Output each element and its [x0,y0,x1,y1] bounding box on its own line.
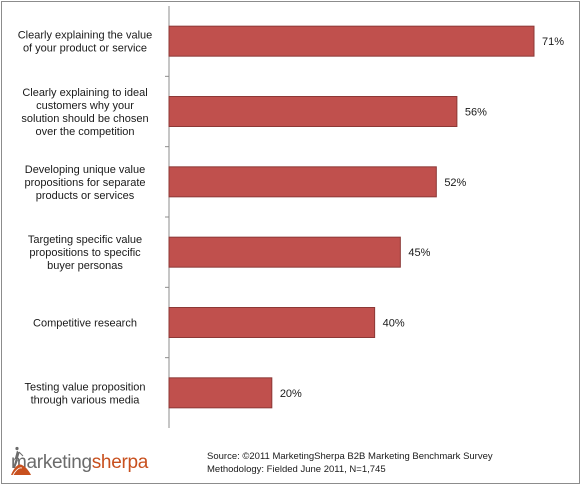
bar [168,236,401,268]
category-label-line: solution should be chosen [21,113,148,125]
data-label: 52% [444,177,466,189]
category-label: Testing value proposition through various… [24,381,145,406]
data-label: 40% [383,318,405,330]
bar [168,166,437,198]
category-label: Clearly explaining to ideal customers why… [21,87,148,138]
source-line: Source: ©2011 MarketingSherpa B2B Market… [207,451,493,462]
chart-footer: marketingsherpa Source: ©2011 MarketingS… [0,440,581,485]
category-label: Targeting specific value propositions to … [28,234,142,272]
logo-wordmark: marketingsherpa [11,452,148,474]
category-label-line: propositions to specific [29,247,141,259]
category-label-line: Testing value proposition [24,381,145,393]
logo-wordmark-part1: marketing [11,452,92,473]
data-label: 45% [408,247,430,259]
source-note: Source: ©2011 MarketingSherpa B2B Market… [207,450,493,476]
category-label-line: Competitive research [33,318,137,330]
methodology-line: Methodology: Fielded June 2011, N=1,745 [207,464,386,475]
bar [168,377,273,409]
category-label: Developing unique value propositions for … [24,164,145,202]
category-label-line: propositions for separate [24,177,145,189]
category-label-line: through various media [31,394,141,406]
bar [168,96,458,127]
logo-wordmark-part2: sherpa [91,452,149,473]
category-label-line: customers why your [36,100,134,112]
category-label-line: Clearly explaining the value [18,30,153,42]
category-label: Clearly explaining the value of your prod… [18,30,153,55]
category-label-line: over the competition [35,126,134,138]
category-label-line: products or services [36,190,135,202]
data-label: 56% [465,107,487,119]
mountain-climber-icon [11,446,31,476]
category-label-line: of your product or service [23,43,147,55]
horizontal-bar-chart: 71% Clearly explaining the value of your p… [18,6,564,428]
category-label-line: Clearly explaining to ideal [22,87,147,99]
data-label: 71% [542,36,564,48]
marketingsherpa-logo: marketingsherpa [10,446,148,476]
category-label-line: Targeting specific value [28,234,142,246]
data-label: 20% [280,388,302,400]
bar [168,307,376,338]
category-label-line: buyer personas [47,260,123,272]
category-label: Competitive research [33,318,137,330]
bar [168,25,535,57]
category-label-line: Developing unique value [25,164,145,176]
